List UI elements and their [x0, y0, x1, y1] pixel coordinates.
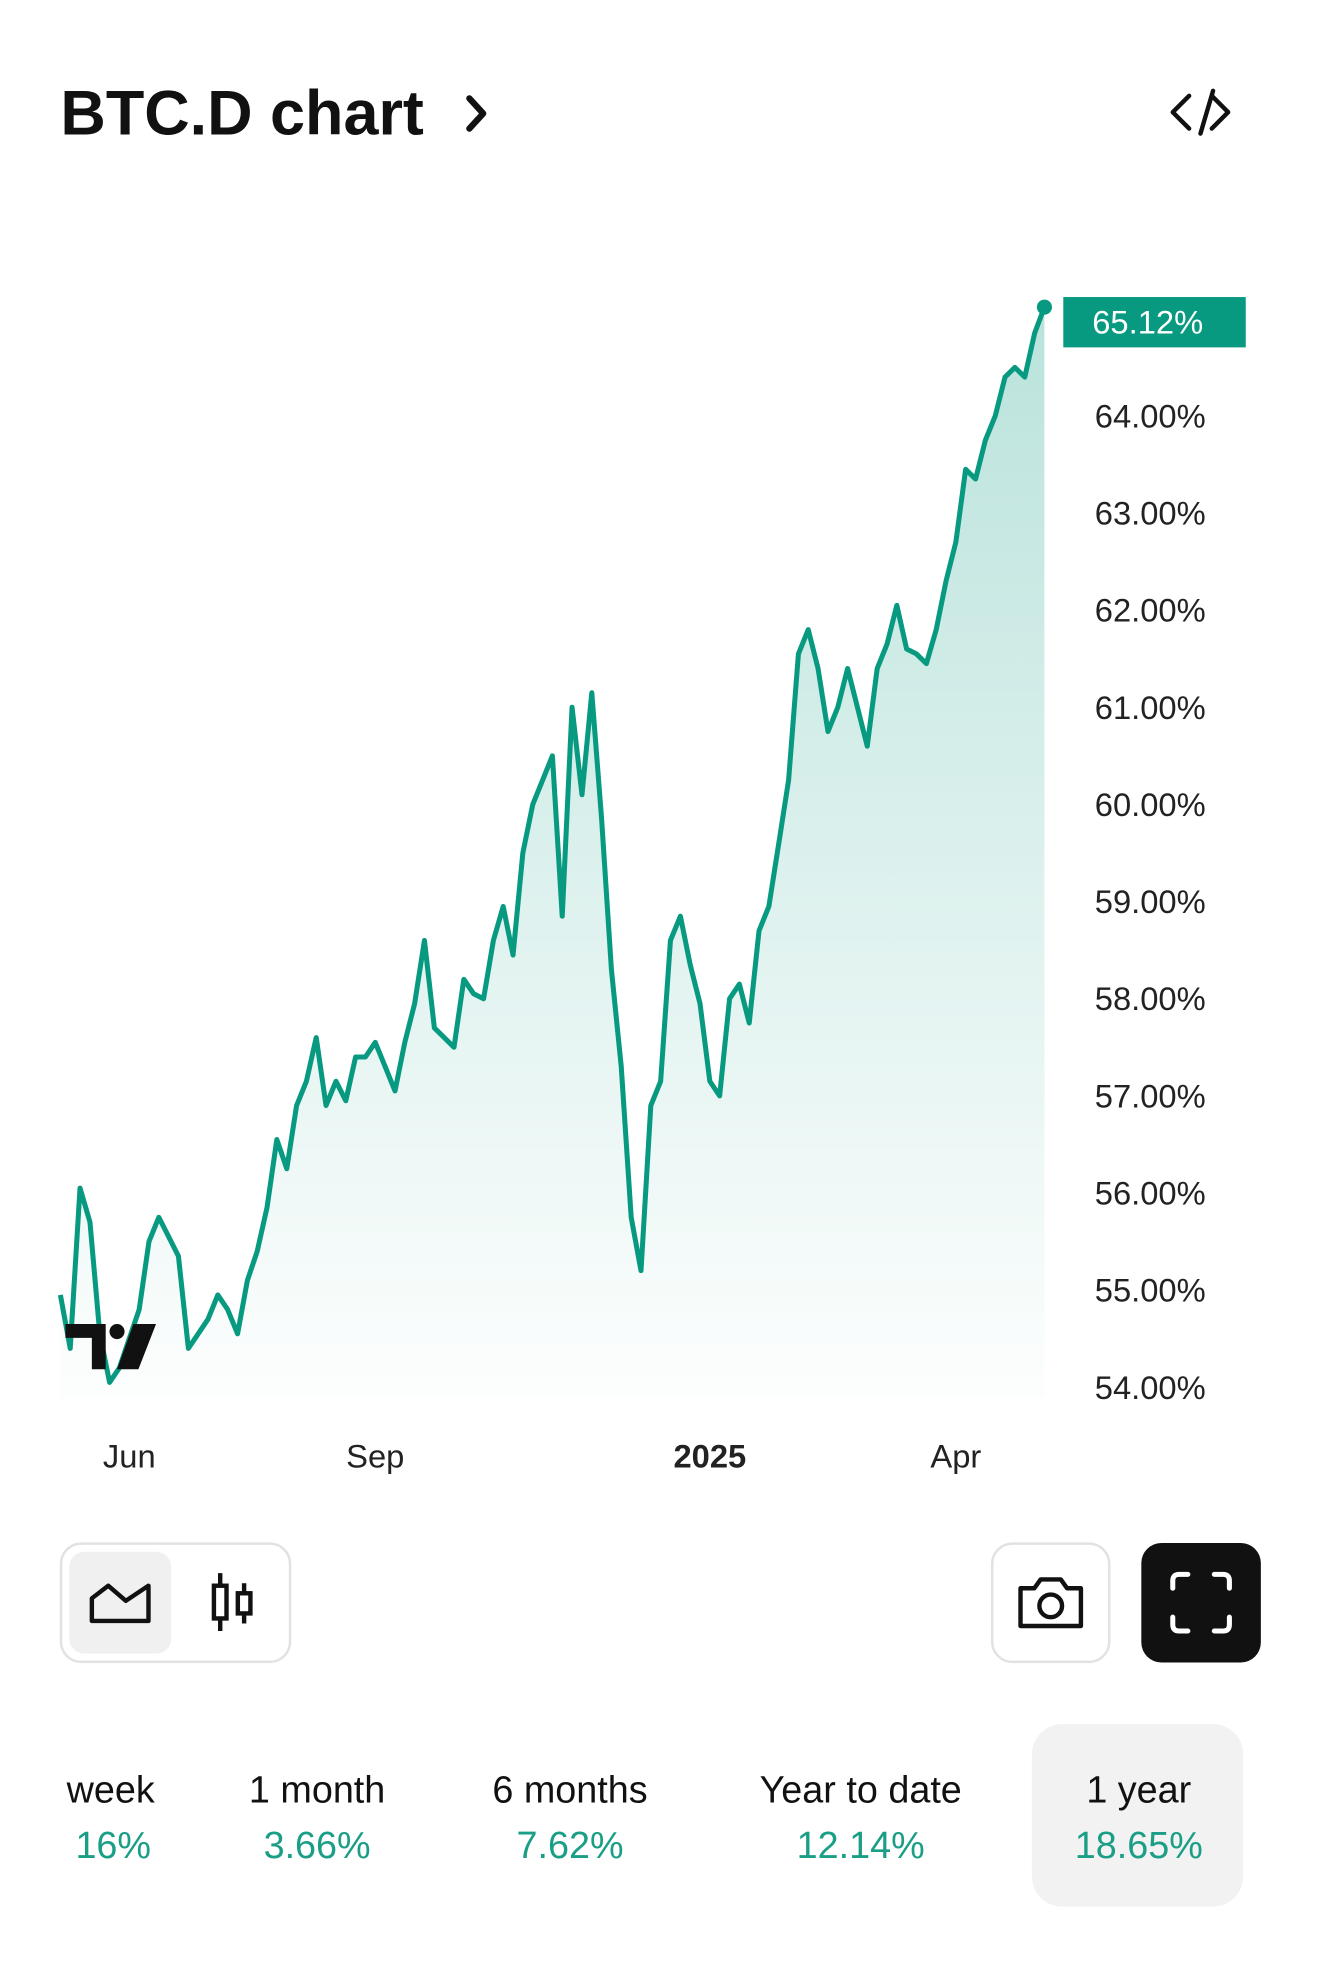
camera-icon	[1018, 1577, 1084, 1629]
page-title[interactable]: BTC.D chart	[60, 78, 424, 148]
period-change: 18.65%	[1075, 1824, 1203, 1866]
logo-v	[117, 1323, 157, 1370]
period-label[interactable]: week	[66, 1769, 155, 1811]
last-point	[1036, 299, 1052, 315]
y-tick-label: 62.00%	[1095, 592, 1206, 629]
corner	[1170, 1614, 1191, 1634]
embed-icon[interactable]	[1170, 88, 1231, 136]
corner	[1170, 1571, 1191, 1591]
period-label[interactable]: 6 months	[492, 1769, 647, 1811]
candle-body	[235, 1591, 253, 1616]
area-fill	[60, 307, 1045, 1397]
camera-body	[1018, 1577, 1084, 1629]
corner	[1211, 1614, 1232, 1634]
selected-period-bg	[1031, 1724, 1244, 1907]
y-tick-label: 56.00%	[1095, 1174, 1206, 1211]
x-tick-label: 2025	[673, 1438, 746, 1475]
chart: 54.00% 55.00% 56.00% 57.00% 58.00% 59.00% 60.0…	[57, 297, 1246, 1475]
camera-lens	[1037, 1592, 1065, 1620]
y-tick-label: 55.00%	[1095, 1272, 1206, 1309]
period-change: 7.62%	[517, 1824, 624, 1866]
y-tick-label: 54.00%	[1095, 1369, 1206, 1406]
corner	[1211, 1571, 1232, 1591]
line-type-icon	[89, 1583, 151, 1624]
candle-type-button[interactable]	[211, 1573, 253, 1632]
last-value-badge	[1063, 297, 1246, 348]
period-bar: week 16% 1 month 3.66% 6 months 7.62% Year to …	[66, 1769, 1203, 1866]
line	[57, 306, 1047, 1385]
y-tick-label: 57.00%	[1095, 1077, 1206, 1114]
period-change: 16%	[75, 1824, 151, 1866]
embed-bracket-left	[1170, 93, 1192, 131]
x-tick-label: Jun	[103, 1438, 156, 1475]
period-label[interactable]: 1 year	[1086, 1769, 1191, 1811]
y-tick-label: 58.00%	[1095, 980, 1206, 1017]
fullscreen-button[interactable]	[1141, 1542, 1261, 1663]
title-chevron[interactable]	[466, 95, 487, 132]
y-tick-label: 63.00%	[1095, 495, 1206, 532]
y-tick-label: 64.00%	[1095, 397, 1206, 434]
tradingview-logo	[65, 1323, 157, 1370]
y-tick-label: 61.00%	[1095, 689, 1206, 726]
x-tick-label: Apr	[930, 1438, 981, 1475]
fullscreen-icon	[1170, 1571, 1232, 1634]
last-value-label: 65.12%	[1092, 304, 1203, 341]
period-label[interactable]: 1 month	[249, 1769, 385, 1811]
period-change: 12.14%	[797, 1824, 925, 1866]
snapshot-button[interactable]	[990, 1542, 1111, 1664]
x-tick-label: Sep	[346, 1438, 404, 1475]
period-label[interactable]: Year to date	[760, 1769, 962, 1811]
logo-dot	[109, 1323, 125, 1340]
y-tick-label: 59.00%	[1095, 883, 1206, 920]
period-change: 3.66%	[264, 1824, 371, 1866]
candle-body	[211, 1583, 229, 1621]
y-tick-label: 60.00%	[1095, 786, 1206, 823]
embed-bracket-right	[1209, 93, 1231, 131]
line-type-button[interactable]	[69, 1551, 172, 1654]
logo-t	[65, 1323, 106, 1370]
